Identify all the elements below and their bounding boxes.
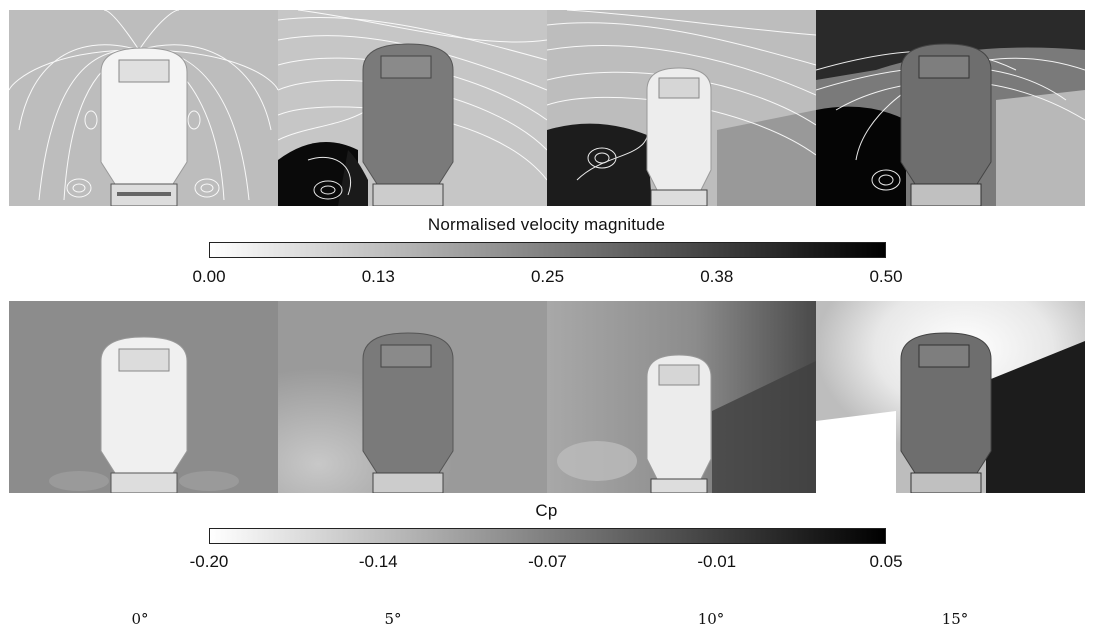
velocity-panel-5deg xyxy=(278,10,547,206)
velocity-tick-label: 0.50 xyxy=(869,267,903,286)
velocity-tick-label: 0.25 xyxy=(530,267,565,286)
velocity-panels-row xyxy=(9,10,1085,206)
yaw-angle-labels: 0° 5° 10° 15° xyxy=(0,610,1093,632)
cp-panels-row xyxy=(9,301,1085,493)
velocity-tick-label: 0.13 xyxy=(361,267,395,286)
velocity-colorbar-title: Normalised velocity magnitude xyxy=(427,215,666,234)
velocity-colorbar xyxy=(209,242,886,258)
cp-panel-15deg xyxy=(816,301,1085,493)
angle-label-10: 10° xyxy=(697,610,725,628)
cp-colorbar xyxy=(209,528,886,544)
cp-tick-label: -0.07 xyxy=(528,552,567,571)
cp-colorbar-title: Cp xyxy=(535,501,558,520)
velocity-panel-10deg xyxy=(547,10,816,206)
cp-panel-5deg xyxy=(278,301,547,493)
velocity-tick-label: 0.38 xyxy=(700,267,734,286)
cp-colorbar-ticks: -0.20 -0.14 -0.07 -0.01 0.05 xyxy=(190,552,903,572)
velocity-tick-label: 0.00 xyxy=(192,267,226,286)
angle-label-5: 5° xyxy=(384,610,402,628)
cp-tick-label: 0.05 xyxy=(869,552,903,571)
angle-label-0: 0° xyxy=(131,610,149,628)
velocity-panel-0deg xyxy=(9,10,278,206)
cp-tick-label: -0.20 xyxy=(189,552,229,571)
angle-label-15: 15° xyxy=(941,610,969,628)
velocity-colorbar-ticks: 0.00 0.13 0.25 0.38 0.50 xyxy=(192,267,902,287)
cp-tick-label: -0.14 xyxy=(358,552,398,571)
cp-tick-label: -0.01 xyxy=(697,552,737,571)
velocity-panel-15deg xyxy=(816,10,1085,206)
cp-panel-10deg xyxy=(547,301,816,493)
cp-panel-0deg xyxy=(9,301,278,493)
